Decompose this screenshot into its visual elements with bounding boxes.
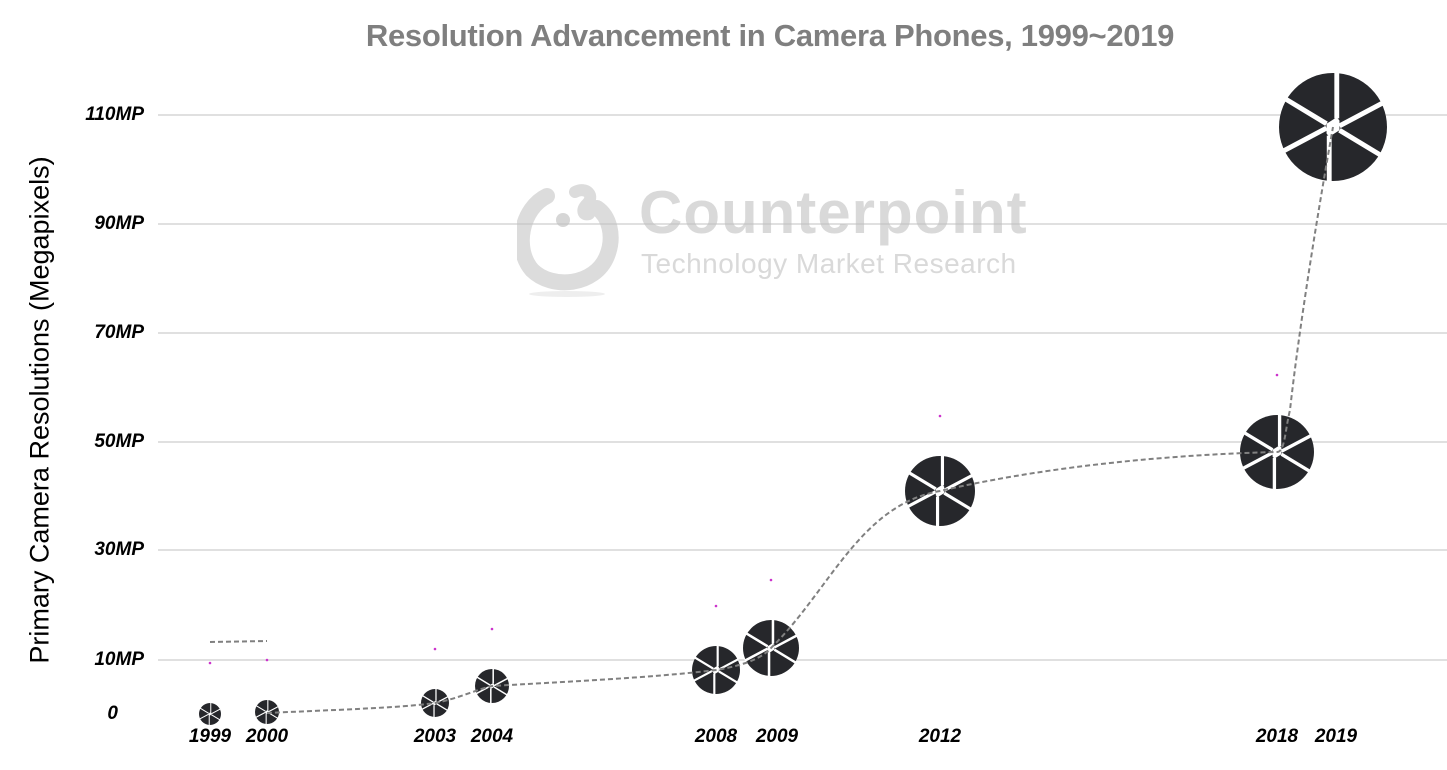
camera-aperture-icon xyxy=(199,702,221,725)
label-dot xyxy=(433,647,437,651)
y-tick-label: 90MP xyxy=(94,213,144,234)
x-tick-label: 1999 xyxy=(188,726,232,747)
trendline-early-segment xyxy=(209,640,268,643)
watermark-name: Counterpoint xyxy=(639,179,1028,246)
y-tick-label: 110MP xyxy=(85,104,144,125)
label-dot xyxy=(938,414,942,418)
chart-title: Resolution Advancement in Camera Phones,… xyxy=(365,18,1175,53)
trendline xyxy=(266,126,1334,714)
gridlines xyxy=(158,114,1447,661)
x-tick-label: 2012 xyxy=(918,726,962,747)
counterpoint-watermark: Counterpoint Technology Market Research xyxy=(513,178,1057,298)
label-dot xyxy=(208,661,212,665)
label-dot xyxy=(265,658,269,662)
label-dot xyxy=(769,578,773,582)
label-dots xyxy=(208,373,1279,665)
x-tick-label: 2003 xyxy=(413,726,457,747)
label-dot xyxy=(490,627,494,631)
y-tick-label: 10MP xyxy=(94,649,144,670)
x-tick-label: 2004 xyxy=(470,726,514,747)
watermark-subtitle: Technology Market Research xyxy=(641,248,1017,279)
x-tick-label: 2018 xyxy=(1255,726,1299,747)
x-tick-label: 2019 xyxy=(1314,726,1358,747)
y-tick-label: 0 xyxy=(107,703,118,724)
y-tick-label: 70MP xyxy=(94,322,144,343)
x-tick-label: 2009 xyxy=(755,726,799,747)
label-dot xyxy=(1275,373,1279,377)
y-tick-label: 50MP xyxy=(94,431,144,452)
data-markers xyxy=(199,70,1387,725)
x-tick-label: 2000 xyxy=(245,726,289,747)
y-tick-label: 30MP xyxy=(94,539,144,560)
label-dot xyxy=(714,604,718,608)
x-tick-label: 2008 xyxy=(694,726,738,747)
